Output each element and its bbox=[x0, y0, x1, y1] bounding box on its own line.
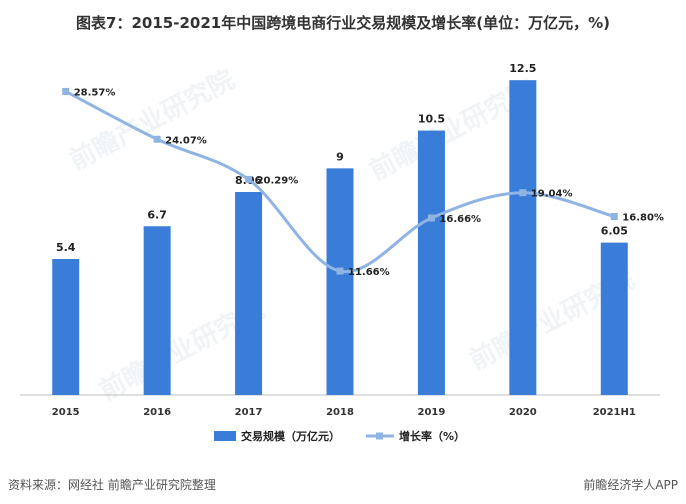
bar bbox=[417, 130, 445, 396]
bar-data-label: 6.05 bbox=[601, 225, 628, 238]
line-point bbox=[245, 175, 253, 183]
x-tick-label: 2020 bbox=[509, 407, 537, 418]
line-data-label: 16.80% bbox=[622, 213, 664, 224]
line-data-label: 11.66% bbox=[348, 267, 390, 278]
line-data-label: 20.29% bbox=[257, 175, 299, 186]
x-tick-label: 2017 bbox=[235, 407, 263, 418]
bar-data-label: 5.4 bbox=[56, 241, 76, 254]
line-point bbox=[62, 87, 70, 95]
x-tick-label: 2021H1 bbox=[593, 407, 636, 418]
source-note: 资料来源：网经社 前瞻产业研究院整理 bbox=[8, 478, 216, 492]
line-data-label: 19.04% bbox=[531, 189, 573, 200]
bar bbox=[143, 226, 171, 395]
line-data-label: 24.07% bbox=[165, 135, 207, 146]
bar bbox=[600, 242, 628, 395]
bar-data-label: 9 bbox=[336, 150, 344, 163]
legend-swatch-bar bbox=[214, 431, 236, 441]
bar bbox=[326, 168, 354, 395]
chart-title: 图表7：2015-2021年中国跨境电商行业交易规模及增长率(单位：万亿元，%) bbox=[76, 14, 610, 32]
line-data-label: 16.66% bbox=[439, 214, 481, 225]
bar-data-label: 6.7 bbox=[147, 208, 167, 221]
x-tick-label: 2018 bbox=[326, 407, 354, 418]
bar bbox=[509, 80, 537, 396]
line-point bbox=[519, 189, 527, 197]
footer: 资料来源：网经社 前瞻产业研究院整理 前瞻经济学人APP bbox=[0, 472, 686, 498]
bar bbox=[235, 192, 263, 395]
legend-marker-line bbox=[376, 432, 383, 440]
line-data-label: 28.57% bbox=[74, 87, 116, 98]
bar-data-label: 10.5 bbox=[418, 113, 445, 126]
x-tick-label: 2016 bbox=[143, 407, 171, 418]
x-tick-label: 2015 bbox=[52, 407, 80, 418]
line-point bbox=[427, 214, 435, 222]
legend-label-bar: 交易规模（万亿元） bbox=[241, 429, 340, 443]
x-tick-label: 2019 bbox=[418, 407, 446, 418]
line-point bbox=[610, 213, 618, 220]
brand-label: 前瞻经济学人APP bbox=[583, 478, 678, 492]
legend-label-line: 增长率（%） bbox=[399, 429, 465, 443]
line-point bbox=[336, 267, 344, 275]
line-point bbox=[153, 135, 161, 143]
bar-data-label: 12.5 bbox=[509, 62, 536, 75]
bar bbox=[52, 259, 80, 395]
